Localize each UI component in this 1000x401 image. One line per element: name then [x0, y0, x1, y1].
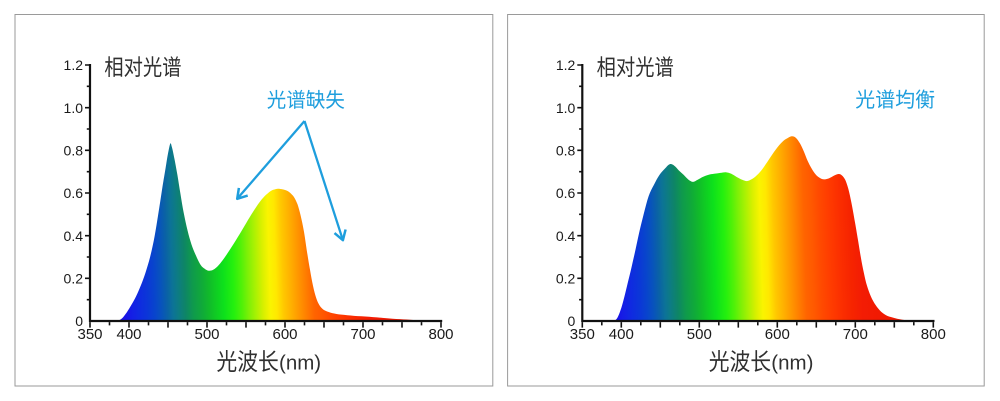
svg-text:600: 600: [272, 326, 297, 343]
svg-text:0: 0: [568, 313, 576, 329]
svg-text:700: 700: [350, 326, 375, 343]
svg-text:0.8: 0.8: [64, 142, 84, 158]
svg-text:350: 350: [77, 326, 102, 343]
svg-text:1.2: 1.2: [556, 57, 576, 73]
svg-text:0.4: 0.4: [556, 228, 576, 244]
svg-text:400: 400: [609, 326, 634, 343]
svg-text:1.2: 1.2: [64, 57, 84, 73]
svg-text:(nm): (nm): [279, 352, 321, 375]
svg-text:600: 600: [765, 326, 790, 343]
svg-text:500: 500: [194, 326, 219, 343]
svg-text:0.6: 0.6: [556, 185, 576, 201]
svg-text:1.0: 1.0: [556, 100, 576, 116]
svg-text:800: 800: [428, 326, 453, 343]
svg-text:1.0: 1.0: [64, 100, 84, 116]
svg-text:0.2: 0.2: [64, 270, 84, 286]
svg-text:0.2: 0.2: [556, 270, 576, 286]
svg-text:400: 400: [116, 326, 141, 343]
svg-text:0.6: 0.6: [64, 185, 84, 201]
svg-text:0.4: 0.4: [64, 228, 84, 244]
svg-text:800: 800: [921, 326, 946, 343]
svg-text:(nm): (nm): [771, 352, 813, 375]
svg-text:350: 350: [570, 326, 595, 343]
svg-text:0: 0: [75, 313, 83, 329]
svg-text:500: 500: [687, 326, 712, 343]
svg-text:700: 700: [843, 326, 868, 343]
svg-text:0.8: 0.8: [556, 142, 576, 158]
